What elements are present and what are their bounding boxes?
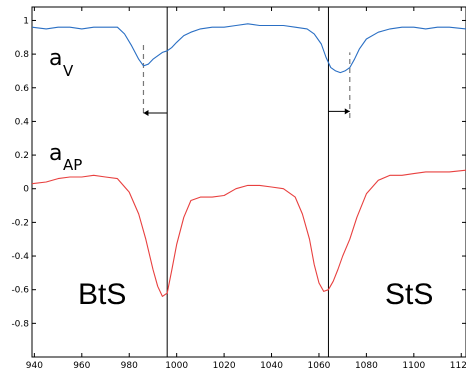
x-tick-label: 980 <box>121 361 138 371</box>
y-tick-label: 0.2 <box>15 151 29 161</box>
label-av: a <box>49 46 62 71</box>
label-av-sub: V <box>63 62 74 80</box>
delay-arrow-head <box>143 110 149 117</box>
label-aap: a <box>49 141 62 166</box>
y-tick-label: 0.8 <box>15 50 30 60</box>
x-tick-label: 1040 <box>260 361 283 371</box>
delay-arrow-head <box>344 108 350 115</box>
y-tick-label: 1 <box>23 16 29 26</box>
x-tick-label: 1120 <box>450 361 466 371</box>
series-line-1 <box>31 169 466 297</box>
series-line-0 <box>31 23 466 74</box>
x-tick-label: 960 <box>73 361 90 371</box>
x-tick-label: 1000 <box>165 361 188 371</box>
x-axis-ticks: 940 960 980 1000 1020 1040 1060 1080 1100 1120 <box>26 7 466 371</box>
y-tick-label: -0.8 <box>11 319 29 329</box>
series-group <box>31 23 466 297</box>
x-tick-label: 1080 <box>355 361 378 371</box>
label-aap-sub: AP <box>63 156 82 174</box>
y-tick-label: 0.6 <box>15 84 30 94</box>
x-tick-label: 940 <box>26 361 43 371</box>
phase-label-sts: StS <box>385 278 433 311</box>
plot-frame <box>31 6 466 358</box>
y-tick-label: 0.4 <box>15 117 30 127</box>
arrows-group <box>143 108 350 117</box>
y-tick-label: -0.6 <box>11 286 29 296</box>
x-tick-label: 1020 <box>213 361 236 371</box>
phase-label-bts: BtS <box>78 278 126 311</box>
x-tick-label: 1060 <box>308 361 331 371</box>
y-axis-ticks: 1 0.8 0.6 0.4 0.2 0 -0.2 -0.4 -0.6 -0.8 <box>11 16 466 329</box>
y-tick-label: -0.4 <box>11 252 29 262</box>
x-tick-label: 1100 <box>402 361 425 371</box>
y-tick-label: 0 <box>23 185 29 195</box>
vertical-lines <box>142 7 351 357</box>
y-tick-label: -0.2 <box>11 218 29 228</box>
